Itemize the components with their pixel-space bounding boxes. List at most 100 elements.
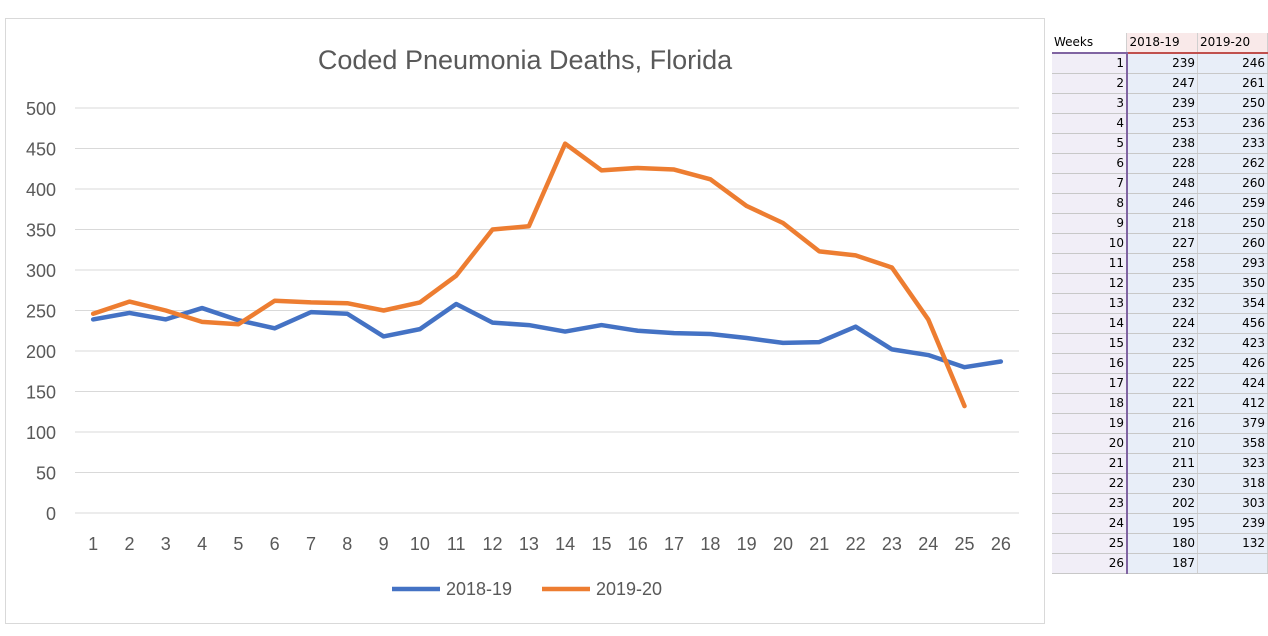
value-cell-2019-20[interactable]: 246 [1197, 53, 1268, 74]
week-cell[interactable]: 13 [1052, 293, 1128, 314]
value-cell-2019-20[interactable]: 350 [1197, 273, 1268, 294]
week-cell[interactable]: 26 [1052, 553, 1128, 574]
table-row: 8 246 259 [1052, 193, 1268, 214]
value-cell-2018-19[interactable]: 246 [1126, 193, 1198, 214]
table-row: 19 216 379 [1052, 413, 1268, 434]
y-tick-label: 350 [26, 221, 56, 241]
value-cell-2018-19[interactable]: 248 [1126, 173, 1198, 194]
value-cell-2019-20[interactable]: 132 [1197, 533, 1268, 554]
value-cell-2019-20[interactable]: 358 [1197, 433, 1268, 454]
value-cell-2019-20[interactable]: 323 [1197, 453, 1268, 474]
value-cell-2018-19[interactable]: 239 [1126, 53, 1198, 74]
value-cell-2019-20[interactable]: 456 [1197, 313, 1268, 334]
value-cell-2018-19[interactable]: 232 [1126, 293, 1198, 314]
week-cell[interactable]: 4 [1052, 113, 1128, 134]
table-row: 7 248 260 [1052, 173, 1268, 194]
value-cell-2018-19[interactable]: 225 [1126, 353, 1198, 374]
week-cell[interactable]: 8 [1052, 193, 1128, 214]
x-tick-label: 21 [809, 534, 829, 554]
value-cell-2018-19[interactable]: 228 [1126, 153, 1198, 174]
week-cell[interactable]: 21 [1052, 453, 1128, 474]
week-cell[interactable]: 16 [1052, 353, 1128, 374]
y-tick-label: 50 [36, 464, 56, 484]
table-row: 2 247 261 [1052, 73, 1268, 94]
week-cell[interactable]: 9 [1052, 213, 1128, 234]
week-cell[interactable]: 18 [1052, 393, 1128, 414]
value-cell-2019-20[interactable]: 412 [1197, 393, 1268, 414]
y-tick-label: 250 [26, 302, 56, 322]
week-cell[interactable]: 20 [1052, 433, 1128, 454]
value-cell-2018-19[interactable]: 195 [1126, 513, 1198, 534]
value-cell-2019-20[interactable]: 426 [1197, 353, 1268, 374]
value-cell-2019-20[interactable]: 293 [1197, 253, 1268, 274]
value-cell-2018-19[interactable]: 258 [1126, 253, 1198, 274]
week-cell[interactable]: 6 [1052, 153, 1128, 174]
week-cell[interactable]: 14 [1052, 313, 1128, 334]
value-cell-2019-20[interactable]: 260 [1197, 233, 1268, 254]
value-cell-2018-19[interactable]: 239 [1126, 93, 1198, 114]
value-cell-2019-20[interactable]: 424 [1197, 373, 1268, 394]
value-cell-2018-19[interactable]: 227 [1126, 233, 1198, 254]
value-cell-2018-19[interactable]: 211 [1126, 453, 1198, 474]
table-row: 9 218 250 [1052, 213, 1268, 234]
value-cell-2019-20[interactable]: 318 [1197, 473, 1268, 494]
value-cell-2019-20[interactable]: 262 [1197, 153, 1268, 174]
x-tick-label: 16 [628, 534, 648, 554]
week-cell[interactable]: 7 [1052, 173, 1128, 194]
value-cell-2018-19[interactable]: 218 [1126, 213, 1198, 234]
header-weeks[interactable]: Weeks [1052, 33, 1128, 54]
y-tick-label: 0 [46, 504, 56, 524]
value-cell-2019-20[interactable]: 354 [1197, 293, 1268, 314]
x-tick-label: 11 [447, 534, 466, 554]
value-cell-2018-19[interactable]: 238 [1126, 133, 1198, 154]
value-cell-2018-19[interactable]: 222 [1126, 373, 1198, 394]
value-cell-2019-20[interactable]: 379 [1197, 413, 1268, 434]
week-cell[interactable]: 23 [1052, 493, 1128, 514]
value-cell-2018-19[interactable]: 187 [1126, 553, 1198, 574]
value-cell-2019-20[interactable]: 233 [1197, 133, 1268, 154]
value-cell-2018-19[interactable]: 235 [1126, 273, 1198, 294]
value-cell-2019-20[interactable]: 259 [1197, 193, 1268, 214]
value-cell-2018-19[interactable]: 247 [1126, 73, 1198, 94]
week-cell[interactable]: 3 [1052, 93, 1128, 114]
week-cell[interactable]: 17 [1052, 373, 1128, 394]
week-cell[interactable]: 10 [1052, 233, 1128, 254]
value-cell-2018-19[interactable]: 253 [1126, 113, 1198, 134]
week-cell[interactable]: 15 [1052, 333, 1128, 354]
header-2018-19[interactable]: 2018-19 [1126, 33, 1198, 54]
series-line-2018-19[interactable] [90, 301, 1004, 370]
week-cell[interactable]: 25 [1052, 533, 1128, 554]
value-cell-2018-19[interactable]: 224 [1126, 313, 1198, 334]
value-cell-2019-20[interactable]: 250 [1197, 93, 1268, 114]
week-cell[interactable]: 22 [1052, 473, 1128, 494]
table-row: 22 230 318 [1052, 473, 1268, 494]
value-cell-2018-19[interactable]: 180 [1126, 533, 1198, 554]
value-cell-2018-19[interactable]: 232 [1126, 333, 1198, 354]
value-cell-2019-20[interactable]: 261 [1197, 73, 1268, 94]
data-table[interactable]: Weeks 2018-19 2019-20 1 239 246 2 247 261 3 239… [1052, 33, 1268, 574]
table-row: 13 232 354 [1052, 293, 1268, 314]
week-cell[interactable]: 1 [1052, 53, 1128, 74]
week-cell[interactable]: 2 [1052, 73, 1128, 94]
week-cell[interactable]: 12 [1052, 273, 1128, 294]
value-cell-2019-20[interactable]: 239 [1197, 513, 1268, 534]
week-cell[interactable]: 19 [1052, 413, 1128, 434]
week-cell[interactable]: 24 [1052, 513, 1128, 534]
value-cell-2019-20[interactable]: 236 [1197, 113, 1268, 134]
x-tick-label: 10 [410, 534, 430, 554]
value-cell-2019-20[interactable]: 250 [1197, 213, 1268, 234]
value-cell-2019-20[interactable]: 260 [1197, 173, 1268, 194]
value-cell-2018-19[interactable]: 202 [1126, 493, 1198, 514]
header-2019-20[interactable]: 2019-20 [1197, 33, 1268, 54]
value-cell-2019-20[interactable] [1197, 553, 1268, 574]
value-cell-2019-20[interactable]: 423 [1197, 333, 1268, 354]
value-cell-2018-19[interactable]: 221 [1126, 393, 1198, 414]
value-cell-2018-19[interactable]: 216 [1126, 413, 1198, 434]
value-cell-2018-19[interactable]: 210 [1126, 433, 1198, 454]
value-cell-2019-20[interactable]: 303 [1197, 493, 1268, 514]
value-cell-2018-19[interactable]: 230 [1126, 473, 1198, 494]
chart-area[interactable]: Coded Pneumonia Deaths, Florida 0 50 100 15… [5, 18, 1045, 624]
week-cell[interactable]: 5 [1052, 133, 1128, 154]
series-line-2019-20[interactable] [90, 141, 967, 409]
week-cell[interactable]: 11 [1052, 253, 1128, 274]
